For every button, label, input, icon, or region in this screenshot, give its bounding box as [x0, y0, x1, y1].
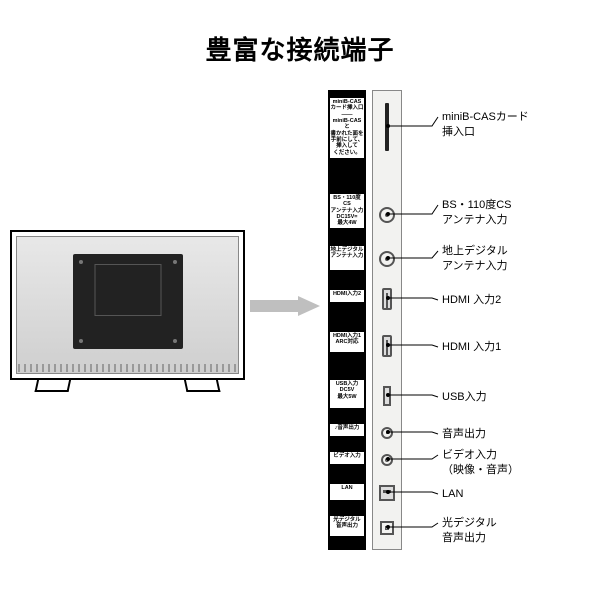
page-title: 豊富な接続端子	[0, 30, 600, 67]
port-chip-optical: 光デジタル 音声出力	[330, 516, 364, 536]
callout-optical: 光デジタル 音声出力	[442, 516, 497, 546]
port-chip-lan: LAN	[330, 484, 364, 500]
leader-dot-bcas	[386, 124, 390, 128]
port-chip-bs: BS・110度CS アンテナ入力 DC15V= 最大4W	[330, 194, 364, 228]
zoom-arrow-icon	[250, 296, 320, 316]
port-icons-column	[372, 90, 402, 550]
leader-dot-lan	[386, 490, 390, 494]
port-chip-video_in: ビデオ入力	[330, 452, 364, 464]
leader-lines	[402, 90, 592, 550]
leader-dot-hdmi2	[386, 296, 390, 300]
callout-terr: 地上デジタル アンテナ入力	[442, 244, 508, 274]
leader-dot-audio_out	[386, 430, 390, 434]
port-chip-terr: 地上デジタル アンテナ入力	[330, 246, 364, 270]
callout-lan: LAN	[442, 487, 463, 502]
leader-dot-hdmi1	[386, 343, 390, 347]
port-chip-audio_out: ♪音声出力	[330, 424, 364, 436]
callout-hdmi1: HDMI 入力1	[442, 340, 501, 355]
port-chip-usb: USB入力 DC5V 最大5W	[330, 380, 364, 408]
tv-bottom-stripe	[18, 364, 237, 372]
callout-audio_out: 音声出力	[442, 427, 486, 442]
port-chip-hdmi1: HDMI入力1 ARC対応	[330, 332, 364, 352]
callout-bcas: miniB-CASカード 挿入口	[442, 110, 529, 140]
tv-back-panel	[73, 254, 183, 349]
port-chip-bcas: miniB-CAS カード挿入口 ―― miniB-CASと 書かれた面を 手前…	[330, 98, 364, 158]
tv-back-illustration	[10, 230, 245, 380]
leader-dot-optical	[386, 525, 390, 529]
port-labels-column: miniB-CAS カード挿入口 ―― miniB-CASと 書かれた面を 手前…	[328, 90, 366, 550]
leader-dot-video_in	[386, 457, 390, 461]
leader-dot-usb	[386, 393, 390, 397]
leader-dot-terr	[386, 256, 390, 260]
tv-stand-left	[35, 378, 72, 392]
tv-stand-right	[184, 378, 221, 392]
leader-dot-bs	[386, 212, 390, 216]
callout-bs: BS・110度CS アンテナ入力	[442, 198, 512, 228]
callout-hdmi2: HDMI 入力2	[442, 293, 501, 308]
port-chip-hdmi2: HDMI入力2	[330, 290, 364, 302]
callout-usb: USB入力	[442, 390, 487, 405]
callout-video_in: ビデオ入力 （映像・音声）	[442, 448, 519, 478]
callout-column: miniB-CASカード 挿入口 BS・110度CS アンテナ入力地上デジタル ア…	[402, 90, 592, 550]
